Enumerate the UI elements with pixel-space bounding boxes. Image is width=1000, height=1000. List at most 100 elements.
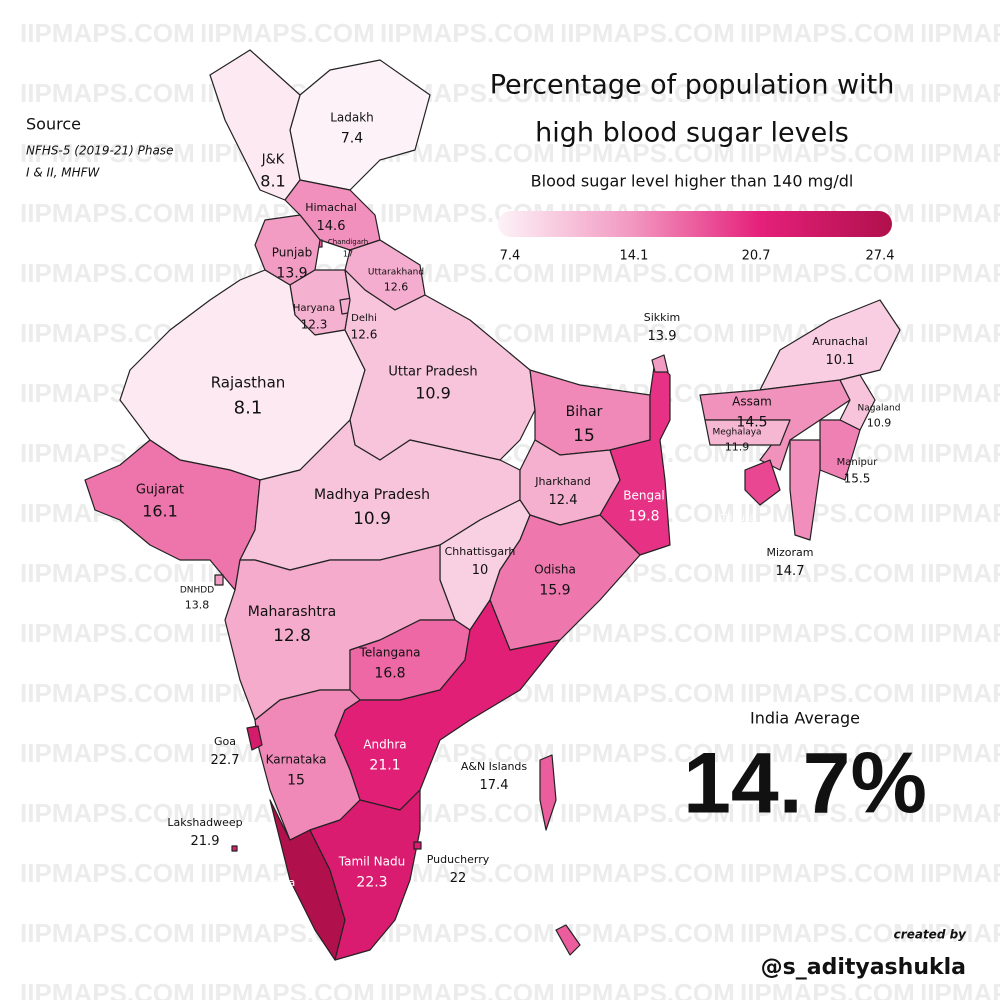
- watermark: IIPMAPS.COM: [920, 318, 1000, 348]
- region-value: 14.6: [317, 219, 346, 234]
- source-text: I & II, MHFW: [26, 166, 101, 180]
- watermark: IIPMAPS.COM: [20, 738, 195, 768]
- region: [254, 689, 361, 841]
- region-value: 13.9: [276, 265, 307, 281]
- watermark: IIPMAPS.COM: [20, 78, 195, 108]
- watermark: IIPMAPS.COM: [560, 858, 735, 888]
- region-name: Meghalaya: [712, 428, 761, 438]
- watermark: IIPMAPS.COM: [20, 198, 195, 228]
- region-name: Himachal: [305, 201, 357, 214]
- region-value: 12.3: [301, 318, 328, 332]
- watermark: IIPMAPS.COM: [740, 78, 915, 108]
- region: [651, 354, 669, 373]
- watermark: IIPMAPS.COM: [20, 618, 195, 648]
- region-value: 12.6: [384, 280, 409, 293]
- watermark: IIPMAPS.COM: [920, 618, 1000, 648]
- watermark: IIPMAPS.COM: [200, 978, 375, 1000]
- region: [744, 459, 781, 506]
- legend-ticks: 7.4 14.1 20.7 27.4: [500, 249, 895, 264]
- region-value: 15: [573, 426, 595, 446]
- region-name: Telangana: [359, 646, 421, 660]
- watermark: IIPMAPS.COM: [560, 738, 735, 768]
- watermark: IIPMAPS.COM: [380, 918, 555, 948]
- region-name: Odisha: [534, 563, 576, 577]
- watermark: IIPMAPS.COM: [20, 558, 195, 588]
- region-value: 16.8: [374, 665, 405, 681]
- watermark: IIPMAPS.COM: [560, 138, 735, 168]
- region-value: 27.4: [264, 894, 293, 909]
- watermark: IIPMAPS.COM: [20, 978, 195, 1000]
- region-name: DNHDD: [180, 586, 214, 596]
- region-value: 8.1: [260, 172, 285, 191]
- region-name: Arunachal: [812, 335, 868, 348]
- watermark: IIPMAPS.COM: [560, 798, 735, 828]
- region-name: Puducherry: [427, 853, 490, 866]
- watermark: IIPMAPS.COM: [20, 18, 195, 48]
- watermark: IIPMAPS.COM: [740, 918, 915, 948]
- region-value: 13.8: [185, 598, 210, 611]
- watermark: IIPMAPS.COM: [920, 258, 1000, 288]
- credit-label: created by: [894, 928, 968, 942]
- watermark: IIPMAPS.COM: [740, 858, 915, 888]
- region-value: 16.1: [142, 502, 178, 521]
- watermark: IIPMAPS.COM: [920, 18, 1000, 48]
- legend-tick-label: 20.7: [742, 249, 771, 264]
- region: [309, 789, 421, 961]
- region-name: Delhi: [351, 313, 377, 324]
- region-name: Assam: [732, 395, 772, 409]
- region-name: J&K: [261, 153, 285, 168]
- region-value: 11.9: [725, 440, 750, 453]
- region-name: Uttar Pradesh: [388, 365, 477, 380]
- region-name: Bengal: [623, 489, 665, 503]
- watermark: IIPMAPS.COM: [560, 618, 735, 648]
- watermark: IIPMAPS.COM: [920, 798, 1000, 828]
- region-name: Lakshadweep: [167, 816, 242, 829]
- average-label: India Average: [750, 709, 860, 728]
- watermark: IIPMAPS.COM: [560, 258, 735, 288]
- region-name: Chhattisgarh: [445, 545, 516, 558]
- watermark: IIPMAPS.COM: [920, 138, 1000, 168]
- region-name: Haryana: [293, 303, 335, 314]
- region-value: 12.4: [549, 493, 578, 508]
- watermark: IIPMAPS.COM: [20, 138, 195, 168]
- watermark: IIPMAPS.COM: [20, 258, 195, 288]
- title-line: high blood sugar levels: [535, 118, 849, 149]
- region-value: 12.8: [273, 626, 311, 646]
- legend-bar: [498, 211, 892, 237]
- region-name: Nagaland: [858, 404, 901, 414]
- watermark: IIPMAPS.COM: [740, 618, 915, 648]
- watermark: IIPMAPS.COM: [920, 918, 1000, 948]
- watermark: IIPMAPS.COM: [920, 438, 1000, 468]
- watermark: IIPMAPS.COM: [20, 858, 195, 888]
- region: [231, 845, 238, 852]
- watermark: IIPMAPS.COM: [740, 498, 915, 528]
- watermark: IIPMAPS.COM: [380, 18, 555, 48]
- region-value: 10.9: [867, 416, 892, 429]
- watermark: IIPMAPS.COM: [200, 18, 375, 48]
- region-name: Chandigarh: [328, 238, 368, 246]
- region-value: 21.9: [191, 834, 220, 849]
- region-name: Maharashtra: [248, 604, 336, 620]
- regions: [84, 49, 901, 961]
- watermark: IIPMAPS.COM: [920, 378, 1000, 408]
- region-name: Bihar: [566, 404, 603, 420]
- watermark: IIPMAPS.COM: [740, 738, 915, 768]
- region-value: 15: [287, 772, 305, 788]
- region-name: A&N Islands: [461, 760, 528, 773]
- watermark: IIPMAPS.COM: [920, 498, 1000, 528]
- region-value: 18.6: [725, 528, 752, 542]
- region-value: 17.4: [480, 778, 509, 793]
- region: [599, 359, 671, 556]
- watermark: IIPMAPS.COM: [920, 198, 1000, 228]
- subtitle: Blood sugar level higher than 140 mg/dl: [531, 172, 854, 191]
- watermark: IIPMAPS.COM: [560, 78, 735, 108]
- watermark: IIPMAPS.COM: [740, 138, 915, 168]
- watermark: IIPMAPS.COM: [380, 978, 555, 1000]
- watermark: IIPMAPS.COM: [560, 678, 735, 708]
- watermark: IIPMAPS.COM: [740, 798, 915, 828]
- watermark: IIPMAPS.COM: [560, 18, 735, 48]
- region-name: Jharkhand: [534, 475, 591, 488]
- watermark: IIPMAPS.COM: [20, 678, 195, 708]
- source-heading: Source: [26, 115, 81, 134]
- watermark: IIPMAPS.COM: [920, 678, 1000, 708]
